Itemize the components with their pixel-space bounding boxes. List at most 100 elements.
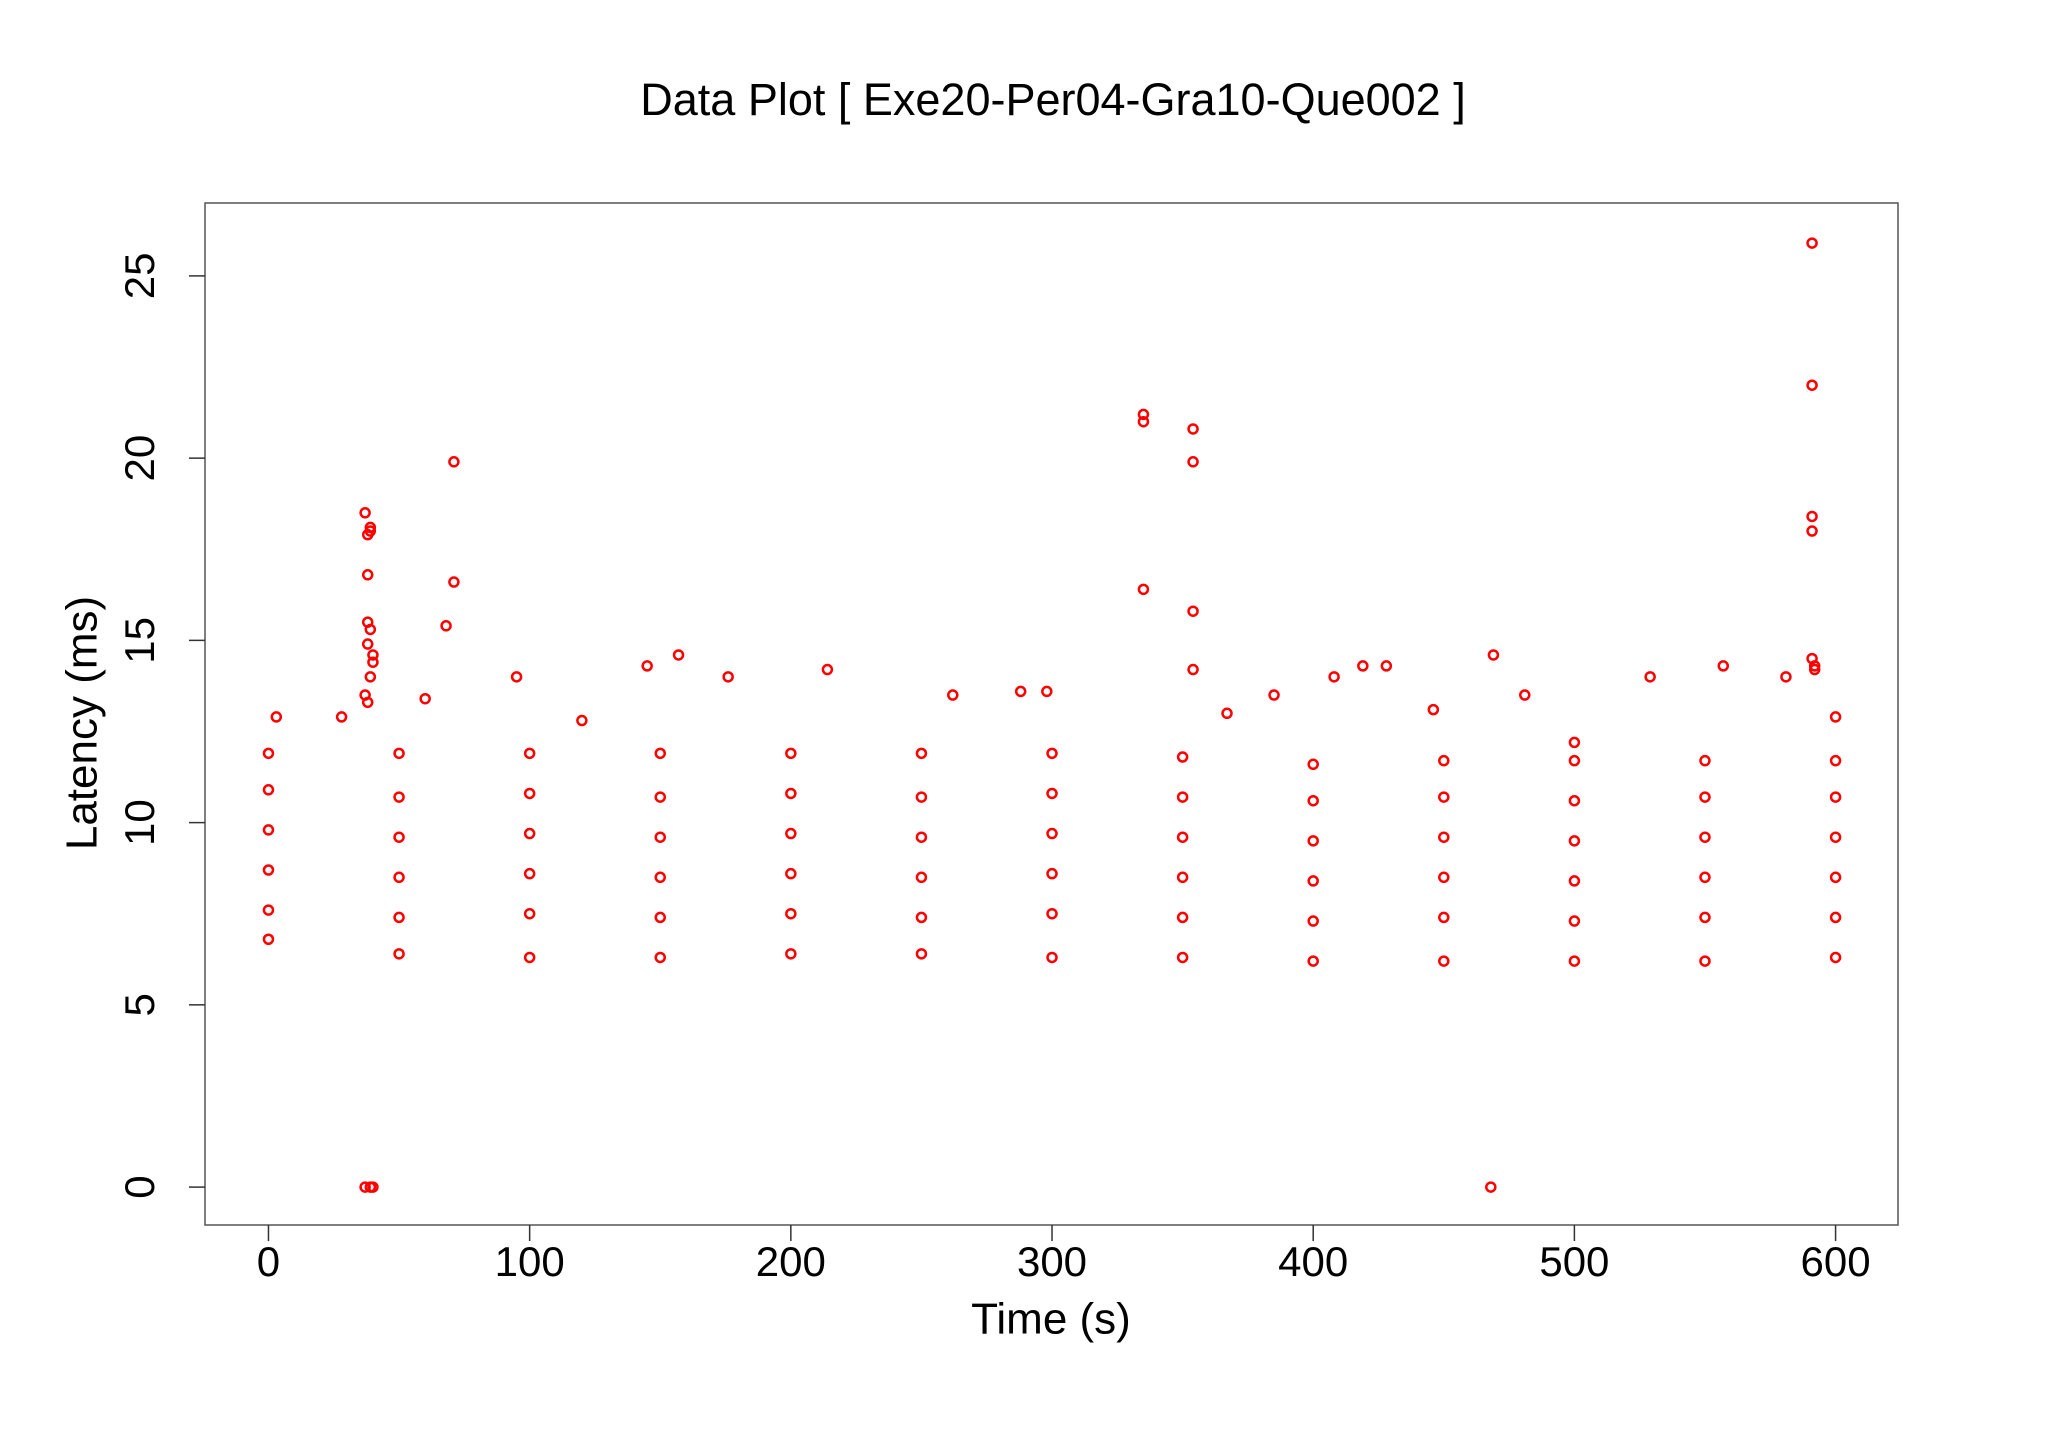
point (393, 831, 405, 843)
point (1438, 791, 1450, 803)
point (1829, 711, 1842, 723)
point (1307, 915, 1319, 927)
point (947, 689, 959, 701)
point (722, 671, 734, 683)
y-tick-label: 15 (116, 617, 163, 664)
point (1829, 791, 1842, 803)
point (419, 692, 431, 705)
point (915, 948, 928, 960)
point (915, 911, 928, 924)
point (1307, 835, 1319, 847)
point (262, 824, 275, 836)
point (262, 747, 275, 760)
x-axis-label: Time (s) (971, 1295, 1131, 1344)
point (1644, 671, 1656, 683)
point (1307, 875, 1319, 887)
y-tick-label: 10 (116, 799, 163, 846)
point (1328, 671, 1340, 683)
point (1176, 831, 1189, 843)
point (361, 638, 374, 650)
point (1829, 911, 1842, 924)
point (448, 576, 460, 588)
point (440, 620, 452, 632)
point (393, 791, 405, 803)
point (654, 791, 666, 803)
point (270, 711, 283, 723)
point (523, 867, 536, 880)
point (1438, 911, 1450, 924)
point (672, 649, 685, 661)
point (1137, 583, 1150, 596)
point (1176, 871, 1189, 884)
x-tick-label: 0 (257, 1238, 280, 1285)
point (1699, 871, 1711, 884)
point (1568, 915, 1581, 927)
point (1808, 660, 1821, 672)
point (1438, 871, 1450, 884)
point (1268, 689, 1280, 701)
point (1187, 605, 1199, 617)
point (821, 663, 834, 676)
point (1046, 907, 1058, 920)
point (1485, 1181, 1497, 1193)
point (785, 747, 797, 760)
point (785, 867, 797, 880)
point (915, 747, 928, 760)
point (1046, 827, 1058, 840)
point (654, 911, 666, 924)
y-tick-label: 20 (116, 435, 163, 482)
y-tick-label: 0 (116, 1175, 163, 1198)
point (1357, 660, 1369, 672)
point (367, 1181, 379, 1193)
point (1041, 685, 1053, 698)
point (1046, 787, 1058, 800)
point (523, 951, 536, 964)
point (1176, 751, 1189, 763)
y-tick-label: 5 (116, 993, 163, 1016)
x-tick-label: 400 (1278, 1238, 1348, 1285)
point (364, 525, 377, 537)
point (361, 569, 374, 581)
y-tick-label: 25 (116, 253, 163, 300)
point (1568, 736, 1581, 749)
plot-frame (204, 202, 1899, 1226)
point (364, 623, 377, 636)
point (654, 951, 666, 964)
x-tick-label: 600 (1801, 1238, 1871, 1285)
point (1307, 758, 1319, 771)
point (1717, 660, 1730, 672)
point (576, 714, 588, 727)
point (393, 871, 405, 884)
point (1699, 791, 1711, 803)
point (1829, 754, 1842, 767)
point (1487, 649, 1500, 661)
point (1808, 663, 1821, 676)
point (1137, 408, 1150, 421)
point (335, 711, 348, 723)
point (915, 831, 928, 843)
point (367, 656, 379, 668)
x-tick-label: 100 (495, 1238, 565, 1285)
point (915, 871, 928, 884)
point (1438, 831, 1450, 843)
point (393, 948, 405, 960)
point (1806, 379, 1818, 391)
point (1046, 747, 1058, 760)
point (1519, 689, 1531, 701)
point (1806, 237, 1818, 249)
point (1699, 911, 1711, 924)
point (1176, 911, 1189, 924)
point (785, 907, 797, 920)
point (1014, 685, 1027, 698)
point (1438, 754, 1450, 767)
point (1187, 423, 1199, 435)
point (654, 747, 666, 760)
point (1568, 754, 1581, 767)
point (1307, 794, 1319, 807)
point (1699, 831, 1711, 843)
point (523, 827, 536, 840)
point (1438, 955, 1450, 967)
point (654, 831, 666, 843)
point (1568, 955, 1581, 967)
